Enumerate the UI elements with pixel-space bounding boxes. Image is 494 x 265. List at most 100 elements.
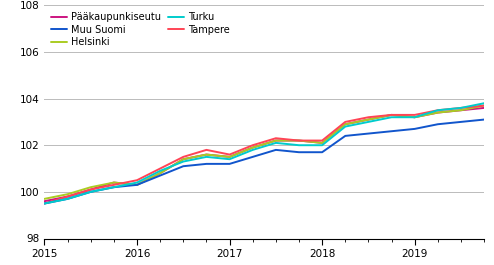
Turku [111,186,117,189]
Pääkaupunkiseutu [134,183,140,187]
Tampere [458,106,464,109]
Turku [366,120,371,123]
Helsinki [111,181,117,184]
Turku [389,116,395,119]
Muu Suomi [389,130,395,133]
Pääkaupunkiseutu [342,123,348,126]
Pääkaupunkiseutu [41,200,47,203]
Muu Suomi [227,162,233,165]
Tampere [342,120,348,123]
Tampere [481,104,487,107]
Turku [134,181,140,184]
Helsinki [157,172,163,175]
Tampere [204,148,209,152]
Tampere [41,202,47,205]
Muu Suomi [180,165,186,168]
Turku [273,141,279,144]
Turku [458,106,464,109]
Tampere [412,113,417,117]
Helsinki [273,139,279,142]
Pääkaupunkiseutu [250,146,256,149]
Helsinki [412,116,417,119]
Turku [227,158,233,161]
Helsinki [88,186,94,189]
Muu Suomi [481,118,487,121]
Turku [250,148,256,152]
Helsinki [296,139,302,142]
Muu Suomi [319,151,325,154]
Pääkaupunkiseutu [319,141,325,144]
Helsinki [319,141,325,144]
Muu Suomi [458,120,464,123]
Pääkaupunkiseutu [204,153,209,156]
Pääkaupunkiseutu [389,113,395,117]
Helsinki [342,123,348,126]
Muu Suomi [111,186,117,189]
Helsinki [204,153,209,156]
Pääkaupunkiseutu [481,106,487,109]
Turku [41,202,47,205]
Muu Suomi [134,183,140,187]
Tampere [134,179,140,182]
Turku [88,190,94,193]
Pääkaupunkiseutu [273,139,279,142]
Pääkaupunkiseutu [157,172,163,175]
Pääkaupunkiseutu [296,139,302,142]
Pääkaupunkiseutu [227,155,233,158]
Helsinki [435,111,441,114]
Turku [65,197,71,200]
Muu Suomi [65,197,71,200]
Pääkaupunkiseutu [366,118,371,121]
Turku [157,169,163,173]
Muu Suomi [204,162,209,165]
Pääkaupunkiseutu [458,109,464,112]
Tampere [319,139,325,142]
Pääkaupunkiseutu [111,181,117,184]
Turku [296,144,302,147]
Muu Suomi [366,132,371,135]
Helsinki [65,193,71,196]
Helsinki [180,158,186,161]
Tampere [250,144,256,147]
Tampere [273,137,279,140]
Tampere [157,167,163,170]
Turku [204,155,209,158]
Line: Turku: Turku [44,10,494,204]
Legend: Pääkaupunkiseutu, Muu Suomi, Helsinki, Turku, Tampere: Pääkaupunkiseutu, Muu Suomi, Helsinki, T… [49,10,232,49]
Turku [481,102,487,105]
Muu Suomi [41,202,47,205]
Pääkaupunkiseutu [88,188,94,191]
Tampere [389,113,395,117]
Pääkaupunkiseutu [435,111,441,114]
Pääkaupunkiseutu [65,195,71,198]
Muu Suomi [250,155,256,158]
Line: Helsinki: Helsinki [44,17,494,199]
Muu Suomi [88,190,94,193]
Tampere [65,195,71,198]
Helsinki [41,197,47,200]
Tampere [227,153,233,156]
Tampere [366,116,371,119]
Muu Suomi [342,134,348,138]
Turku [435,109,441,112]
Tampere [296,139,302,142]
Turku [342,125,348,128]
Pääkaupunkiseutu [180,158,186,161]
Helsinki [389,113,395,117]
Line: Muu Suomi: Muu Suomi [44,59,494,204]
Turku [180,160,186,163]
Muu Suomi [296,151,302,154]
Helsinki [227,155,233,158]
Tampere [180,155,186,158]
Helsinki [366,118,371,121]
Helsinki [134,183,140,187]
Helsinki [481,104,487,107]
Tampere [435,109,441,112]
Muu Suomi [412,127,417,130]
Tampere [111,183,117,187]
Muu Suomi [435,123,441,126]
Pääkaupunkiseutu [412,116,417,119]
Helsinki [458,109,464,112]
Tampere [88,188,94,191]
Turku [412,116,417,119]
